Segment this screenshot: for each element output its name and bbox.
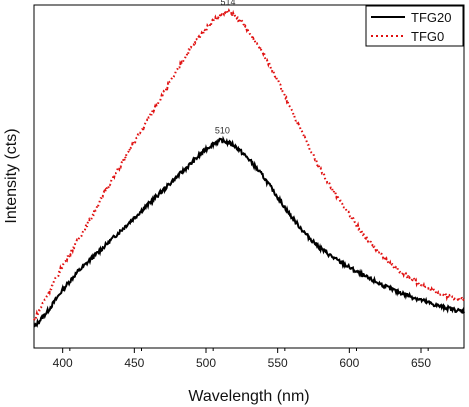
annotation-layer: 514 510 xyxy=(215,0,236,135)
legend-label-tfg20: TFG20 xyxy=(411,10,451,25)
x-axis: 400 450 500 550 600 650 xyxy=(53,348,431,370)
peak-label-514: 514 xyxy=(221,0,236,7)
plot-frame xyxy=(33,4,465,349)
x-tick-label-450: 450 xyxy=(124,356,144,370)
x-tick-label-600: 600 xyxy=(339,356,359,370)
peak-label-510: 510 xyxy=(215,125,230,135)
x-tick-label-500: 500 xyxy=(196,356,216,370)
x-tick-label-400: 400 xyxy=(53,356,73,370)
legend-label-tfg0: TFG0 xyxy=(411,29,444,44)
series-layer xyxy=(33,8,465,328)
series-line-tfg0 xyxy=(33,8,465,323)
x-tick-label-550: 550 xyxy=(268,356,288,370)
legend: TFG20 TFG0 xyxy=(365,5,464,47)
x-axis-label: Wavelength (nm) xyxy=(188,388,309,405)
x-tick-label-650: 650 xyxy=(411,356,431,370)
series-line-tfg20 xyxy=(33,135,465,328)
y-axis-label: Intensity (cts) xyxy=(3,128,20,223)
legend-box xyxy=(365,5,464,47)
